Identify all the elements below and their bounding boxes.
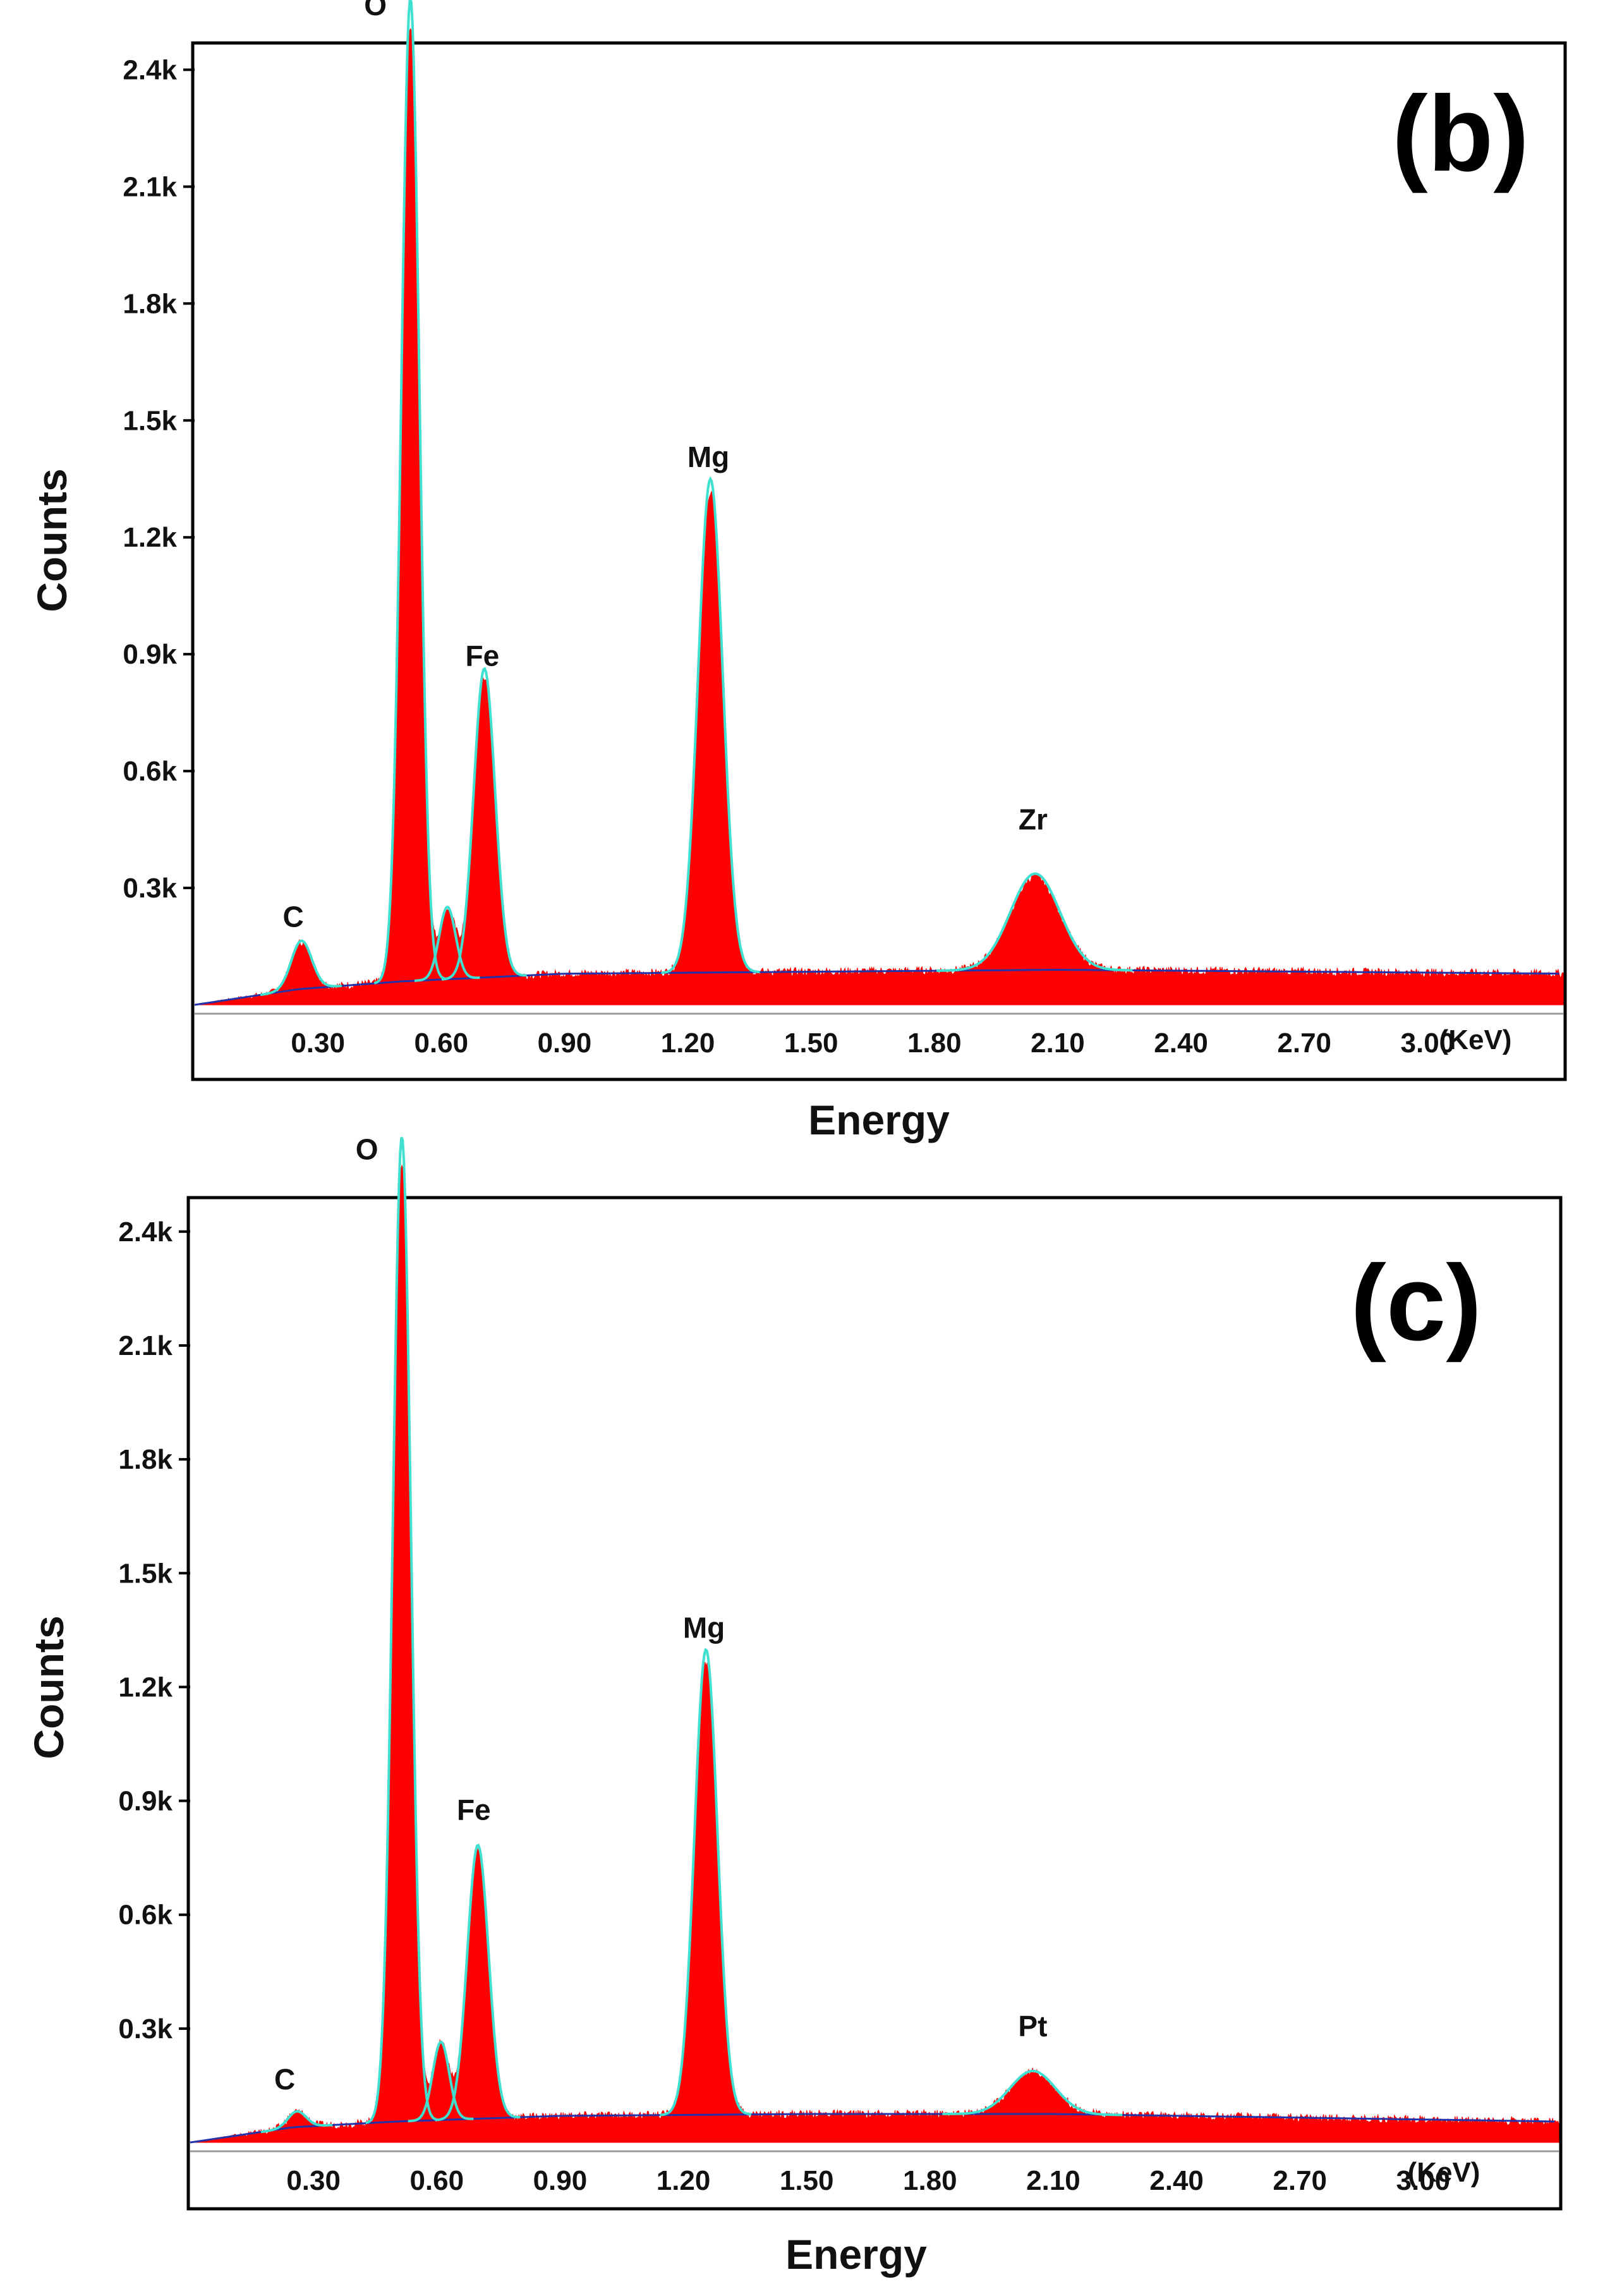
panel-b-peak-label: Mg [687, 440, 729, 473]
panel-b-fit-peak-0 [260, 939, 342, 997]
panel-b-fit-peak-3 [441, 667, 527, 981]
panel-c-x-tick-label: 2.40 [1149, 2165, 1204, 2196]
panel-b-y-tick-label: 1.8k [123, 288, 177, 319]
panel-c-frame [186, 1196, 1563, 2211]
panel-b-fit-peak-5 [936, 872, 1133, 972]
panel-c-peak-label: Pt [1018, 2010, 1047, 2043]
panel-b-fit-peak-4 [661, 476, 760, 975]
panel-b-y-tick-label: 1.2k [123, 522, 177, 553]
panel-b-y-tick-label: 1.5k [123, 405, 177, 436]
panel-c-peak-label: O [356, 1133, 378, 1166]
panel-b-x-tick-label: 1.80 [907, 1028, 962, 1059]
panel-c-y-tick-label: 1.5k [118, 1558, 173, 1589]
panel-b-x-tick-label: 0.30 [291, 1028, 345, 1059]
panel-c-y-tick-label: 1.8k [118, 1444, 173, 1475]
panel-c-fit-peak-2 [408, 2040, 474, 2123]
panel-b: 0.3k 0.6k 0.9k 1.2k 1.5k 1.8k 2.1k 2.4k 0.30 0.60… [28, 0, 1567, 1143]
panel-c-y-tick-label: 0.9k [118, 1786, 173, 1817]
panel-b-y-tick-label: 2.1k [123, 171, 177, 202]
panel-b-peak-label: Zr [1019, 803, 1048, 836]
panel-b-x-unit: (KeV) [1439, 1024, 1512, 1055]
panel-c-x-tick-label: 2.70 [1273, 2165, 1327, 2196]
panel-c-x-unit: (KeV) [1408, 2157, 1480, 2188]
panel-b-y-tick-label: 0.6k [123, 756, 177, 787]
panel-b-frame [191, 41, 1567, 1081]
panel-c-peak-label: Mg [683, 1611, 725, 1644]
panel-c-x-tick-label: 1.50 [780, 2165, 834, 2196]
panel-b-x-tick-label: 1.20 [661, 1028, 715, 1059]
panel-c-peak-label: C [274, 2063, 295, 2096]
panel-b-x-tick-label: 3.00 [1401, 1028, 1455, 1059]
panel-b-fit-peak-1 [373, 0, 446, 985]
panel-b-y-tick-label: 2.4k [123, 54, 177, 85]
panel-b-x-tick-label: 0.90 [538, 1028, 592, 1059]
panel-b-ylabel: Counts [28, 468, 75, 612]
panel-b-plot-area: 0.3k 0.6k 0.9k 1.2k 1.5k 1.8k 2.1k 2.4k 0.30 0.60… [123, 0, 1564, 1059]
panel-c-x-tick-label: 3.00 [1396, 2165, 1451, 2196]
panel-c-fit-peak-5 [942, 2069, 1123, 2117]
panel-b-label: (b) [1392, 74, 1529, 194]
panel-b-x-tick-label: 2.10 [1031, 1028, 1085, 1059]
panel-c-background-line [190, 2113, 1555, 2144]
panel-c-y-tick-label: 0.6k [118, 1900, 173, 1931]
panel-b-xlabel: Energy [808, 1096, 950, 1143]
panel-b-peak-label: C [282, 901, 303, 933]
panel-b-peak-label: Fe [465, 640, 499, 672]
panel-c-xlabel: Energy [785, 2231, 927, 2278]
panel-b-x-tick-label: 2.70 [1277, 1028, 1331, 1059]
panel-c-fit-peak-1 [365, 1136, 438, 2125]
panel-b-x-tick-label: 2.40 [1154, 1028, 1208, 1059]
panel-c-x-tick-label: 2.10 [1026, 2165, 1080, 2196]
panel-c-peak-label: Fe [457, 1794, 491, 1826]
panel-c: 0.3k 0.6k 0.9k 1.2k 1.5k 1.8k 2.1k 2.4k 0.30 0.60… [25, 1133, 1563, 2278]
panel-b-x-tick-label: 0.60 [414, 1028, 468, 1059]
panel-c-y-tick-label: 0.3k [118, 2014, 173, 2044]
panel-b-x-tick-label: 1.50 [784, 1028, 838, 1059]
panel-c-y-tick-label: 1.2k [118, 1672, 173, 1703]
panel-c-y-tick-label: 2.1k [118, 1330, 173, 1361]
panel-c-fit-peak-0 [260, 2110, 333, 2134]
panel-c-label: (c) [1350, 1243, 1482, 1363]
panel-c-plot-area: 0.3k 0.6k 0.9k 1.2k 1.5k 1.8k 2.1k 2.4k 0.30 0.60… [118, 1133, 1559, 2196]
panel-b-peak-label: O [364, 0, 387, 21]
panel-c-fit-peak-4 [660, 1648, 751, 2117]
panel-c-x-tick-label: 1.80 [903, 2165, 957, 2196]
panel-c-fit-peak-3 [435, 1843, 521, 2122]
panel-c-x-tick-label: 0.90 [533, 2165, 588, 2196]
panel-b-y-tick-label: 0.9k [123, 639, 177, 670]
panel-c-x-tick-label: 1.20 [657, 2165, 711, 2196]
panel-b-fit-peak-2 [414, 906, 480, 982]
panel-c-ylabel: Counts [25, 1615, 72, 1759]
panel-c-x-tick-label: 0.60 [409, 2165, 464, 2196]
panel-b-y-tick-label: 0.3k [123, 873, 177, 904]
panel-c-y-tick-label: 2.4k [118, 1217, 173, 1248]
panel-c-x-tick-label: 0.30 [286, 2165, 341, 2196]
